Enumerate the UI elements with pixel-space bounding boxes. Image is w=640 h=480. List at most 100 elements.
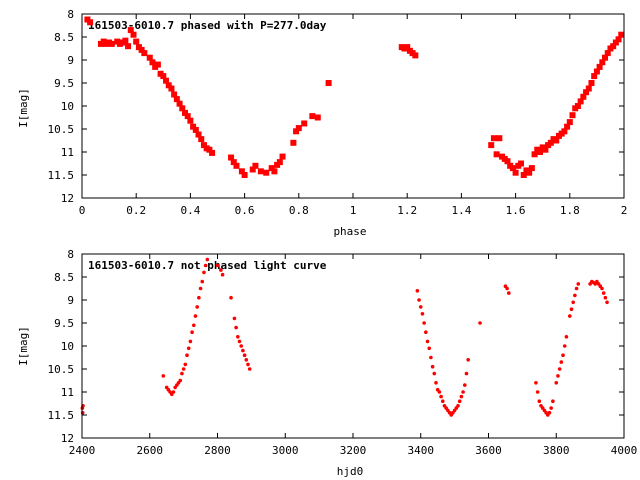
phased-data-point: [138, 46, 145, 53]
phased-y-tick-label: 12: [61, 192, 74, 205]
unphased-y-ticks: 8 8.5 9 9.5 10 10.5 11 11.5 12: [48, 248, 624, 445]
phased-data-point: [588, 80, 595, 86]
phased-data-point: [531, 151, 538, 158]
phased-data-point: [230, 159, 237, 166]
unphased-data-point: [186, 346, 191, 351]
phased-data-point: [596, 63, 603, 70]
phased-data-point: [542, 146, 549, 153]
phased-data-point: [198, 136, 205, 143]
unphased-data-point: [236, 335, 240, 339]
phased-data-point: [504, 158, 511, 165]
phased-data-point: [520, 172, 527, 178]
phased-y-tick-label: 11.5: [48, 169, 75, 182]
phased-x-tick-label: 0.8: [289, 204, 309, 217]
phased-data-point: [604, 50, 611, 57]
unphased-x-tick-label: 2800: [204, 444, 231, 457]
unphased-y-tick-label: 12: [61, 432, 74, 445]
unphased-data-point: [574, 286, 579, 291]
unphased-data-point: [576, 282, 581, 286]
phased-data-point: [165, 82, 172, 89]
unphased-data-point: [80, 410, 85, 415]
unphased-data-point: [420, 312, 425, 316]
unphased-data-point: [239, 344, 244, 348]
phased-data-point: [309, 113, 316, 120]
unphased-data-point: [244, 358, 249, 362]
phased-data-point: [618, 31, 625, 38]
phased-data-point: [206, 146, 213, 153]
unphased-x-tick-label: 3800: [543, 444, 570, 457]
unphased-data-point: [564, 335, 569, 339]
phased-data-point: [146, 54, 153, 61]
phased-y-tick-label: 9.5: [54, 77, 74, 90]
phased-x-tick-label: 1.8: [560, 204, 580, 217]
unphased-data-point: [459, 394, 464, 399]
unphased-data-point: [562, 344, 567, 348]
unphased-data-point: [234, 325, 238, 330]
phased-data-point: [187, 117, 194, 124]
unphased-data-point: [605, 300, 609, 305]
unphased-data-point: [197, 295, 201, 300]
phased-y-tick-label: 9: [67, 54, 74, 67]
phased-data-point: [580, 93, 587, 100]
unphased-data-point: [195, 305, 199, 309]
phased-data-point: [228, 154, 235, 161]
unphased-data-point: [180, 371, 184, 376]
unphased-data-point: [568, 314, 572, 318]
phased-data-point: [490, 135, 497, 142]
unphased-data-point: [432, 371, 437, 376]
unphased-data-point: [241, 348, 245, 353]
phased-data-point: [295, 125, 302, 132]
phased-x-tick-label: 0.2: [126, 204, 146, 217]
unphased-data-point: [417, 298, 421, 302]
unphased-data-point: [440, 399, 445, 404]
unphased-data-point: [478, 321, 482, 325]
phased-data-point: [141, 50, 148, 57]
phased-data-point: [325, 80, 332, 86]
phased-data-point: [160, 73, 167, 80]
phased-data-point: [192, 126, 199, 133]
phased-data-point: [241, 172, 248, 178]
phased-data-point: [122, 37, 129, 44]
unphased-data-point: [215, 263, 220, 268]
phased-x-tick-label: 0.4: [180, 204, 200, 217]
unphased-data-point: [188, 339, 193, 344]
phased-data-point: [293, 128, 300, 135]
unphased-data-point: [205, 257, 210, 262]
unphased-data-point: [573, 293, 577, 298]
phased-data-point: [168, 85, 175, 92]
phased-data-point: [252, 162, 259, 169]
phased-data-point: [154, 61, 161, 68]
phased-data-point: [190, 123, 197, 130]
unphased-data-point: [462, 383, 467, 387]
unphased-data-point: [237, 339, 242, 344]
phased-data-point: [127, 27, 134, 34]
unphased-data-point: [191, 323, 196, 328]
phased-data-point: [279, 153, 286, 160]
unphased-data-point: [456, 404, 460, 408]
unphased-x-tick-label: 3200: [340, 444, 367, 457]
unphased-data-point: [242, 353, 247, 358]
unphased-y-tick-label: 11: [61, 386, 74, 399]
unphased-data-point: [415, 289, 420, 293]
unphased-data-point: [247, 367, 252, 371]
unphased-data-point: [437, 390, 442, 394]
unphased-data-point: [464, 371, 469, 376]
unphased-data-point: [219, 268, 223, 272]
phased-data-point: [257, 168, 264, 175]
unphased-y-tick-label: 8.5: [54, 271, 74, 284]
unphased-data-point: [559, 360, 564, 364]
unphased-data-point: [232, 316, 237, 321]
phased-data-point: [569, 112, 576, 119]
phased-data-point: [566, 119, 573, 126]
phased-x-tick-label: 1.2: [397, 204, 417, 217]
unphased-data-point: [203, 263, 208, 268]
unphased-data-point: [171, 390, 176, 394]
phased-data-point: [163, 77, 170, 84]
phased-data-point: [610, 43, 617, 50]
unphased-data-point: [461, 390, 465, 394]
phased-data-point: [593, 68, 600, 75]
phased-data-point: [263, 169, 270, 176]
unphased-data-point: [202, 270, 206, 275]
unphased-data-point: [554, 381, 559, 385]
phased-data-point: [271, 168, 278, 175]
